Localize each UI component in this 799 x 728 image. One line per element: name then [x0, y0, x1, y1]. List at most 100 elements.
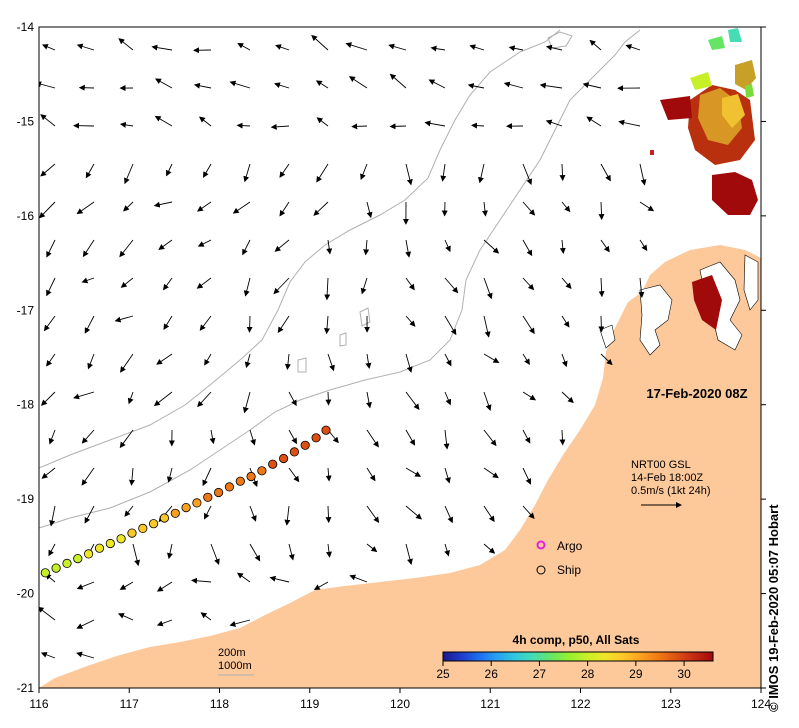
current-arrow	[545, 44, 563, 51]
current-arrow	[326, 543, 332, 558]
ship-track-point	[235, 476, 245, 486]
current-arrow	[618, 119, 641, 127]
current-arrow	[87, 353, 95, 370]
current-arrow	[471, 122, 485, 129]
current-key-title: NRT00 GSL	[631, 459, 691, 471]
ship-track-point	[224, 482, 234, 492]
current-arrow	[156, 353, 173, 365]
current-arrow	[76, 201, 95, 215]
ship-symbol	[536, 565, 546, 575]
current-arrow	[229, 619, 251, 627]
current-arrow	[313, 581, 329, 590]
current-arrow	[559, 163, 566, 182]
ship-track-point	[192, 498, 202, 508]
current-arrow	[522, 201, 536, 216]
current-arrow	[444, 277, 459, 294]
current-arrow	[430, 45, 446, 52]
current-arrow	[405, 543, 413, 565]
current-arrow	[363, 239, 370, 256]
current-arrow	[236, 572, 251, 583]
current-arrow	[244, 353, 251, 369]
current-arrow	[46, 353, 56, 367]
current-arrow	[153, 391, 173, 407]
current-arrow	[128, 467, 135, 486]
current-arrow	[117, 613, 134, 621]
current-arrow	[279, 201, 290, 217]
current-arrow	[114, 315, 134, 323]
current-arrow	[151, 44, 173, 51]
ship-track	[40, 425, 331, 578]
current-arrow	[405, 429, 416, 446]
current-arrow	[483, 353, 500, 364]
current-arrow	[273, 277, 290, 295]
current-arrow	[167, 543, 173, 560]
current-arrow	[483, 277, 493, 300]
current-arrow	[365, 353, 372, 369]
current-arrow	[81, 277, 95, 284]
current-arrow	[444, 543, 450, 557]
current-arrow	[163, 315, 173, 330]
lon-tick-label: 120	[390, 697, 410, 711]
current-arrow	[366, 391, 372, 409]
current-arrow	[483, 429, 497, 447]
current-arrow	[561, 353, 568, 368]
current-arrow	[242, 239, 251, 256]
current-arrow	[582, 82, 602, 89]
current-arrow	[196, 201, 212, 212]
colorbar-ticks: 25 26 27 28 29 30	[436, 661, 691, 681]
current-arrow	[41, 467, 56, 479]
current-arrow	[483, 505, 495, 523]
current-arrow	[598, 201, 605, 221]
current-arrow	[284, 353, 291, 370]
current-arrow	[279, 163, 290, 178]
current-arrow	[243, 163, 251, 183]
lon-tick-label: 121	[480, 697, 500, 711]
current-arrow	[405, 163, 413, 186]
ship-track-point	[246, 471, 256, 482]
current-arrow	[237, 43, 251, 51]
current-arrow	[600, 239, 610, 253]
current-arrow	[284, 505, 291, 526]
current-arrow	[123, 201, 134, 212]
sst-swath	[650, 28, 758, 330]
current-arrow	[132, 543, 140, 567]
current-arrow	[366, 429, 379, 448]
current-arrow	[49, 505, 56, 527]
argo-symbol	[536, 540, 546, 550]
lat-tick-label: -16	[17, 209, 35, 223]
current-arrow	[76, 581, 95, 590]
current-arrow	[156, 619, 173, 627]
current-arrow	[166, 467, 173, 483]
land	[39, 245, 761, 688]
current-arrow	[277, 315, 290, 334]
ship-track-point	[321, 425, 331, 435]
current-arrow	[405, 315, 416, 327]
current-arrow	[481, 201, 488, 217]
current-arrow	[522, 429, 531, 444]
lon-tick-label: 119	[300, 697, 319, 711]
current-arrow	[48, 429, 56, 445]
ship-track-point	[203, 492, 213, 502]
current-arrow	[348, 76, 368, 89]
current-arrow	[249, 505, 257, 522]
current-arrow	[158, 239, 173, 250]
colorbar: 4h comp, p50, All Sats 25 26 27 28 29 30	[436, 633, 714, 681]
ship-track-point	[214, 487, 224, 498]
current-arrow	[561, 315, 570, 328]
current-arrow	[156, 581, 173, 592]
current-arrow	[405, 391, 420, 411]
current-arrow	[288, 467, 300, 483]
colorbar-tick-label: 28	[581, 667, 595, 681]
current-arrow	[508, 45, 524, 52]
current-arrow	[84, 315, 95, 334]
current-arrow	[270, 123, 290, 130]
lon-tick-label: 117	[120, 697, 139, 711]
lat-tick-label: -17	[17, 303, 35, 317]
current-arrow	[39, 606, 56, 621]
current-arrow	[163, 277, 173, 291]
current-arrow	[366, 201, 373, 219]
current-arrow	[639, 201, 655, 212]
lon-tick-label: 122	[570, 697, 590, 711]
current-arrow	[246, 315, 253, 333]
